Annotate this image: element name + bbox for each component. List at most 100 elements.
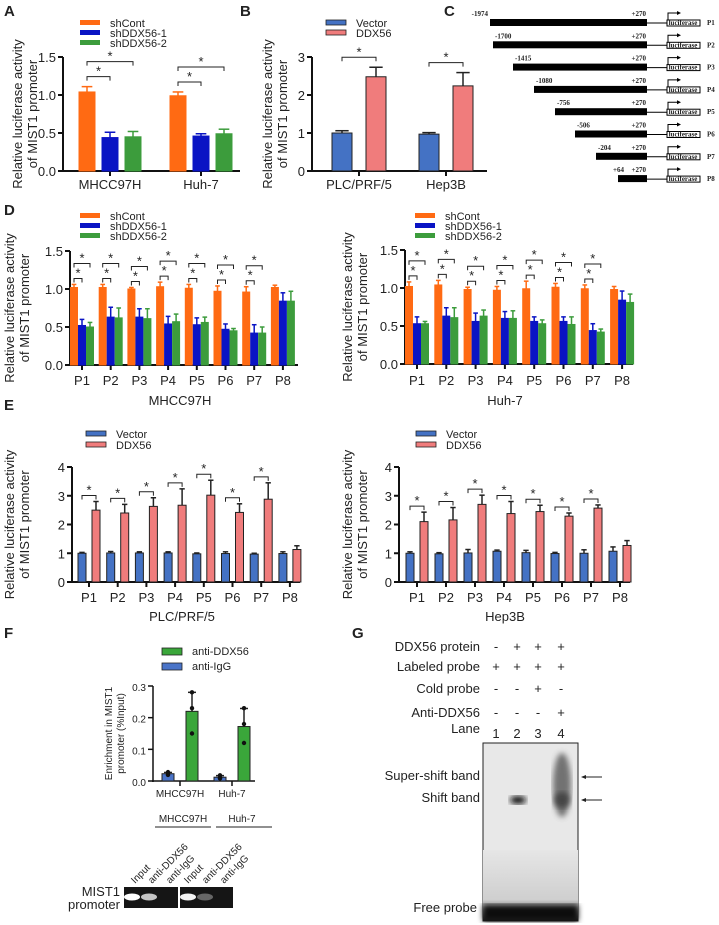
panel-label: E <box>4 397 14 414</box>
x-tick-label: P1 <box>81 590 97 605</box>
tss-arrow-icon <box>667 168 678 177</box>
arrowhead-icon <box>677 100 681 105</box>
significance-star: * <box>444 246 449 261</box>
data-point <box>189 705 195 711</box>
bar <box>292 549 302 583</box>
y-tick-label: 1 <box>385 546 392 561</box>
bar <box>278 553 288 583</box>
x-tick-label: P7 <box>585 373 601 388</box>
data-point <box>189 731 195 736</box>
condition-value: + <box>513 639 521 654</box>
bar <box>169 95 187 172</box>
condition-value: - <box>515 705 519 720</box>
condition-value: + <box>557 659 565 674</box>
y-axis-label: promoter (%Input) <box>116 693 127 774</box>
construct-P7: luciferase -204 +270 P7 <box>596 144 715 161</box>
significance-star: * <box>162 263 167 278</box>
bar <box>184 287 193 366</box>
bar <box>124 136 142 172</box>
y-tick-label: 1.0 <box>380 281 398 296</box>
chart-D1: 0.00.51.01.5P1 P2 P3 P4 P5 P6 P7 P8************… <box>2 211 298 408</box>
y-tick-label: 0.0 <box>380 357 398 372</box>
significance-star: * <box>559 494 564 509</box>
y-tick-label: 3 <box>58 489 65 504</box>
promoter-fragment <box>513 63 647 71</box>
significance-bracket <box>253 476 269 481</box>
y-axis-label: Relative luciferase activity <box>260 39 275 189</box>
bar <box>405 285 413 365</box>
panel-label: A <box>4 3 15 20</box>
y-tick-label: 4 <box>385 460 392 475</box>
bar <box>192 324 201 366</box>
bar <box>559 320 568 365</box>
bar <box>418 133 440 172</box>
significance-star: * <box>104 265 109 280</box>
significance-bracket <box>496 495 512 500</box>
bar <box>551 286 560 365</box>
gel-group-label: Huh-7 <box>228 814 256 825</box>
legend-swatch <box>80 30 100 35</box>
bar <box>588 330 597 365</box>
legend-label: shDDX56-2 <box>110 231 167 243</box>
significance-star: * <box>530 486 535 501</box>
legend-label: shDDX56-1 <box>445 221 502 233</box>
significance-bracket <box>408 260 426 265</box>
bar <box>135 316 144 366</box>
bar <box>550 553 560 583</box>
end-position: +270 <box>632 32 647 40</box>
bar <box>618 299 627 365</box>
significance-star: * <box>219 267 224 282</box>
legend-swatch <box>161 662 183 671</box>
condition-value: 1 <box>492 726 499 741</box>
significance-bracket <box>525 274 535 280</box>
legend-label: DDX56 <box>356 28 391 40</box>
bar <box>78 324 86 366</box>
luciferase-box <box>666 131 701 138</box>
y-tick-label: 1.5 <box>38 50 56 65</box>
significance-star: * <box>473 253 478 268</box>
significance-bracket <box>496 264 514 270</box>
y-tick-label: 0.5 <box>45 320 63 335</box>
bar <box>120 512 130 583</box>
reporter-label: luciferase <box>669 108 698 116</box>
x-axis-label: PLC/PRF/5 <box>149 609 215 624</box>
significance-star: * <box>194 250 199 265</box>
legend-swatch <box>80 233 100 238</box>
significance-star: * <box>472 476 477 491</box>
x-tick-label: P4 <box>496 590 512 605</box>
legend-label: DDX56 <box>116 440 151 452</box>
significance-star: * <box>469 268 474 283</box>
significance-bracket <box>217 264 234 269</box>
significance-bracket <box>245 265 263 270</box>
reporter-label: luciferase <box>669 175 698 183</box>
end-position: +270 <box>632 99 647 107</box>
condition-value: - <box>494 639 498 654</box>
y-tick-label: 0.1 <box>132 746 146 757</box>
gel-band <box>124 893 140 901</box>
significance-star: * <box>230 485 235 500</box>
x-tick-label: P1 <box>74 373 90 388</box>
bar <box>492 289 501 365</box>
panel-label: G <box>352 625 364 642</box>
bar <box>434 553 444 583</box>
bar <box>86 326 94 366</box>
significance-star: * <box>201 461 206 476</box>
legend-swatch <box>161 647 183 656</box>
significance-bracket <box>438 501 454 506</box>
bar <box>215 133 233 172</box>
bar <box>127 288 136 366</box>
bar <box>213 290 222 366</box>
panel-label: F <box>4 625 13 642</box>
start-position: -506 <box>577 122 590 130</box>
significance-bracket <box>525 498 541 504</box>
bar <box>114 317 123 366</box>
x-tick-label: PLC/PRF/5 <box>326 177 392 192</box>
y-axis-label: Relative luciferase activity <box>340 449 355 599</box>
significance-bracket <box>525 259 543 265</box>
reporter-label: luciferase <box>669 19 698 27</box>
promoter-fragment <box>596 152 647 160</box>
gel-image <box>180 887 233 908</box>
